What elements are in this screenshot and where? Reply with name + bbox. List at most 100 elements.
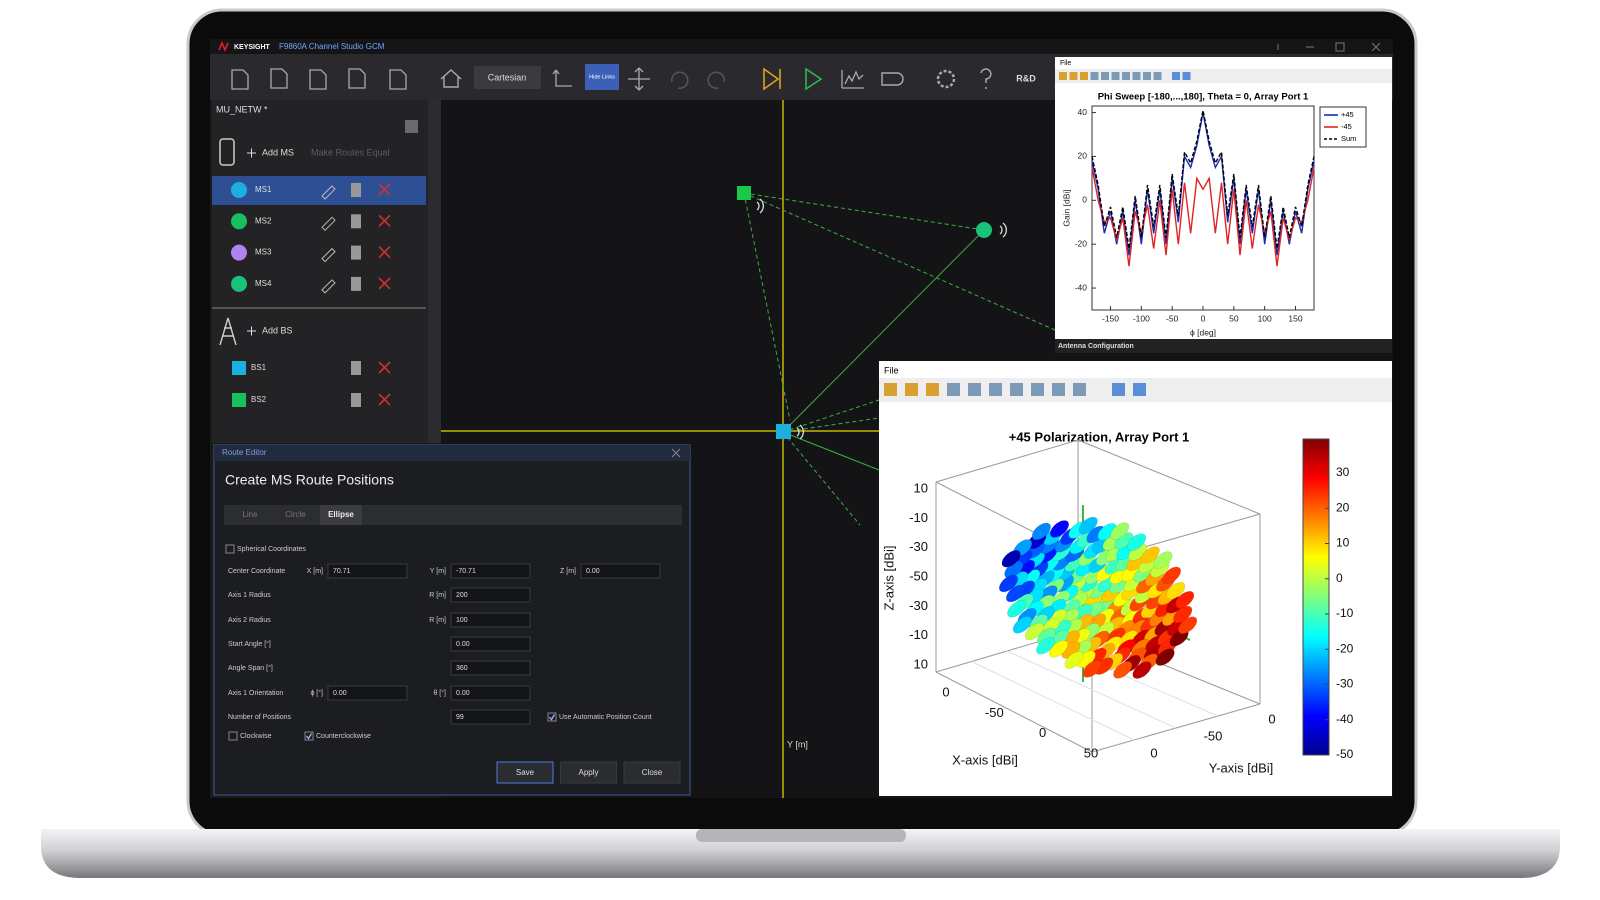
input-field[interactable] [450, 685, 531, 701]
plot-tool[interactable] [1069, 72, 1078, 80]
checkbox[interactable] [228, 731, 238, 741]
remove-icon[interactable] [378, 246, 391, 259]
plot-tool[interactable] [1101, 72, 1109, 80]
add-bs-button[interactable]: Add BS [262, 325, 293, 335]
settings-icon[interactable] [936, 69, 956, 89]
plot-tool[interactable] [1059, 72, 1067, 80]
dialog-button[interactable] [560, 761, 617, 784]
step-icon[interactable] [763, 67, 781, 91]
plot-tool[interactable] [1122, 72, 1130, 80]
undo-icon[interactable] [671, 71, 689, 89]
axes-icon[interactable] [552, 69, 572, 87]
toolbar-icon[interactable] [389, 69, 407, 90]
input-field[interactable] [327, 563, 408, 579]
plot-tool[interactable] [1111, 72, 1120, 80]
toolbar-icon[interactable] [231, 69, 249, 90]
remove-icon[interactable] [378, 393, 391, 406]
ms-name[interactable]: MS2 [255, 216, 272, 225]
dialog-button[interactable] [496, 761, 554, 784]
checkbox[interactable] [304, 731, 314, 741]
chart-icon[interactable] [841, 70, 864, 89]
mode-label[interactable]: R&D [1016, 73, 1036, 83]
checkbox-label[interactable]: Clockwise [240, 733, 272, 740]
delete-icon[interactable] [351, 245, 361, 260]
plot-tool[interactable] [1052, 383, 1065, 396]
bs-name[interactable]: BS2 [251, 395, 267, 404]
ms-marker[interactable] [976, 222, 992, 238]
remove-icon[interactable] [378, 277, 391, 290]
delete-icon[interactable] [351, 361, 361, 375]
menu-file[interactable]: File [1060, 60, 1071, 67]
edit-icon[interactable] [321, 216, 336, 232]
equalize-button[interactable]: Make Routes Equal [311, 147, 390, 157]
plot-tool[interactable] [884, 383, 897, 396]
tab[interactable]: Circle [285, 510, 306, 519]
plot-tool[interactable] [1080, 72, 1088, 80]
links-button[interactable] [585, 64, 619, 90]
input-field[interactable] [450, 660, 531, 676]
checkbox[interactable] [225, 544, 235, 554]
checkbox-label[interactable]: Counterclockwise [316, 733, 371, 740]
dialog-close[interactable] [671, 448, 681, 458]
home-icon[interactable] [440, 69, 462, 88]
checkbox[interactable] [547, 712, 557, 722]
tab[interactable]: Ellipse [328, 510, 354, 519]
toggle-icon[interactable] [881, 72, 904, 86]
plot-tool[interactable] [1133, 383, 1146, 396]
redo-icon[interactable] [707, 71, 725, 89]
input-field[interactable] [450, 563, 531, 579]
view-button[interactable] [474, 66, 541, 89]
bs-name[interactable]: BS1 [251, 363, 267, 372]
plot-tool[interactable] [968, 383, 981, 396]
ms-name[interactable]: MS3 [255, 248, 272, 257]
remove-icon[interactable] [378, 214, 391, 227]
bs-marker[interactable] [737, 186, 751, 200]
ms-name[interactable]: MS4 [255, 279, 272, 288]
plot-tool[interactable] [905, 383, 918, 396]
window-control[interactable] [1335, 42, 1345, 52]
help-icon[interactable] [980, 68, 992, 89]
plot-tool[interactable] [1112, 383, 1125, 396]
plot-tool[interactable] [1010, 383, 1023, 396]
plot-tool[interactable] [1182, 72, 1191, 80]
run-icon[interactable] [805, 67, 823, 91]
toolbar-icon[interactable] [270, 68, 288, 89]
plot-tool[interactable] [989, 383, 1002, 396]
ms-name[interactable]: MS1 [255, 185, 272, 194]
menu-file[interactable]: File [884, 365, 899, 375]
dialog-button[interactable] [623, 761, 681, 784]
delete-icon[interactable] [351, 214, 361, 229]
plot-tool[interactable] [1143, 72, 1151, 80]
edit-icon[interactable] [321, 279, 336, 294]
input-field[interactable] [450, 636, 531, 652]
input-field[interactable] [327, 685, 408, 701]
plot-tool[interactable] [1153, 72, 1162, 80]
toolbar-icon[interactable] [309, 69, 327, 90]
remove-icon[interactable] [378, 183, 391, 196]
delete-icon[interactable] [351, 183, 361, 197]
remove-icon[interactable] [378, 361, 391, 374]
plot-tool[interactable] [1090, 72, 1099, 80]
delete-icon[interactable] [351, 276, 361, 291]
input-field[interactable] [450, 587, 531, 603]
input-field[interactable] [450, 709, 531, 725]
window-control[interactable] [1371, 42, 1381, 52]
panel-icon[interactable] [405, 120, 418, 133]
edit-icon[interactable] [321, 247, 336, 263]
toolbar-icon[interactable] [348, 68, 366, 89]
delete-icon[interactable] [351, 393, 361, 407]
checkbox-label[interactable]: Use Automatic Position Count [559, 714, 652, 721]
tab[interactable]: Line [242, 510, 258, 519]
input-field[interactable] [450, 612, 531, 628]
edit-icon[interactable] [321, 185, 336, 200]
plot-tool[interactable] [926, 383, 939, 396]
plot-tool[interactable] [947, 383, 960, 396]
plot-tool[interactable] [1132, 72, 1141, 80]
plot-tool[interactable] [1073, 383, 1086, 396]
input-field[interactable] [580, 563, 661, 579]
plot-tool[interactable] [1172, 72, 1180, 80]
bs-marker[interactable] [776, 424, 791, 439]
move-icon[interactable] [628, 67, 650, 91]
plot-tool[interactable] [1031, 383, 1044, 396]
add-ms-button[interactable]: Add MS [262, 147, 294, 157]
